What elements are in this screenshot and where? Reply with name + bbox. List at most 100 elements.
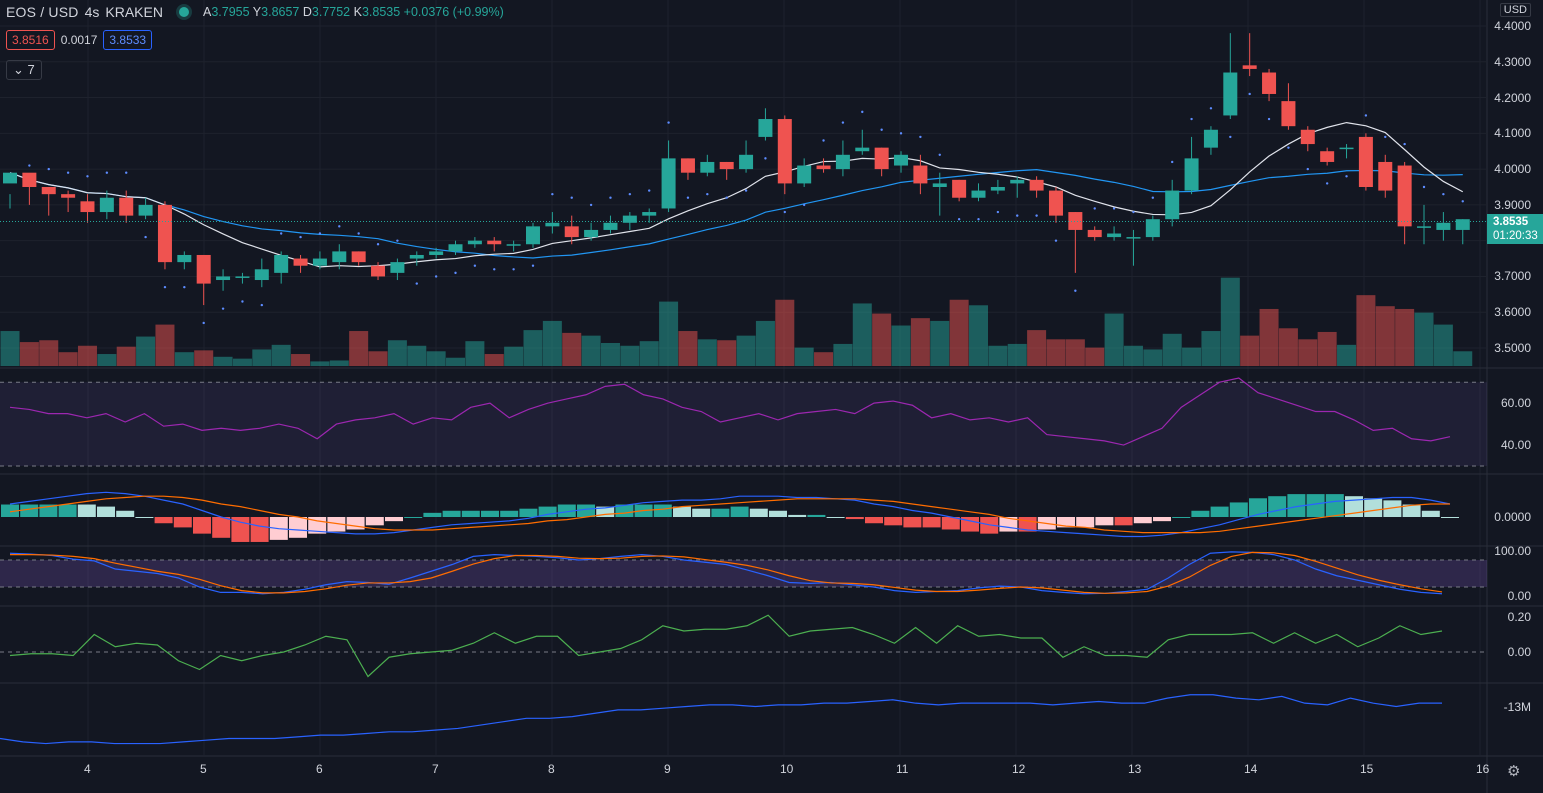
volume-bar — [484, 354, 504, 366]
sar-dot — [977, 218, 980, 221]
macd-histogram-bar — [865, 517, 883, 524]
sar-dot — [1461, 200, 1464, 203]
sar-dot — [802, 203, 806, 207]
volume-bar — [271, 344, 291, 366]
candle-body — [506, 244, 521, 246]
candle-body — [1048, 190, 1063, 216]
macd-histogram-bar — [1268, 496, 1287, 517]
sar-dot — [183, 285, 186, 289]
symbol-header[interactable]: EOS / USD 4s KRAKEN A3.7955 Y3.8657 D3.7… — [6, 4, 504, 20]
volume-bar — [755, 320, 775, 366]
symbol-name[interactable]: EOS / USD — [6, 4, 79, 20]
candle-body — [816, 165, 831, 170]
sar-dot — [86, 175, 89, 178]
sar-dot — [1345, 175, 1348, 178]
stoch-axis-label: 100.00 — [1494, 544, 1531, 558]
macd-histogram-bar — [1210, 506, 1229, 517]
volume-bar — [949, 299, 969, 366]
indicators-collapse-button[interactable]: ⌄ 7 — [6, 60, 42, 80]
candle-body — [680, 158, 695, 173]
candle-body — [564, 226, 579, 238]
volume-bar — [678, 331, 698, 366]
candle-body — [584, 229, 599, 238]
sar-dot — [1035, 214, 1038, 217]
settings-gear-icon[interactable]: ⚙ — [1507, 763, 1521, 780]
candle-body — [254, 269, 269, 281]
volume-bar — [814, 352, 834, 366]
sar-dot — [1112, 207, 1116, 210]
macd-histogram-bar — [557, 504, 576, 517]
sar-dot — [1229, 135, 1232, 139]
ma-fast-line — [9, 121, 1464, 268]
candle-body — [99, 197, 114, 213]
sar-dot — [744, 189, 748, 192]
time-axis-label: 8 — [548, 762, 555, 776]
price-axis-label: 4.2000 — [1494, 90, 1531, 105]
price-axis-label: 3.6000 — [1494, 305, 1531, 320]
sar-dot — [338, 225, 341, 228]
macd-histogram-bar — [903, 517, 922, 528]
sar-dot — [415, 282, 418, 285]
candle-body — [1417, 226, 1432, 228]
buy-sell-panel: 3.8516 0.0017 3.8533 — [6, 30, 153, 50]
price-axis-label: 4.3000 — [1494, 54, 1531, 69]
volume-bar — [58, 352, 78, 366]
macd-histogram-bar — [404, 517, 423, 518]
time-axis-label: 7 — [432, 762, 439, 776]
candle-body — [1358, 136, 1373, 187]
macd-histogram-bar — [1287, 494, 1306, 517]
osc-line — [9, 614, 1443, 678]
sar-dot — [1267, 117, 1271, 121]
volume-bar — [1162, 333, 1182, 366]
candle-body — [312, 258, 327, 266]
candle-body — [642, 212, 657, 216]
candle-body — [758, 119, 773, 137]
chevron-down-icon: ⌄ — [13, 62, 24, 77]
candle-body — [1300, 129, 1315, 145]
macd-histogram-bar — [1114, 517, 1133, 526]
time-axis-label: 14 — [1244, 762, 1258, 776]
sar-dot — [1016, 214, 1019, 217]
time-axis-label: 12 — [1012, 762, 1026, 776]
sar-dot — [144, 235, 147, 239]
volume-bar — [1046, 339, 1066, 366]
candle-body — [932, 183, 947, 187]
price-axis-label: 4.1000 — [1494, 126, 1531, 141]
candle-body — [332, 251, 347, 263]
sar-dot — [357, 232, 360, 235]
ohlc-values: A3.7955 Y3.8657 D3.7752 K3.8535 +0.0376 … — [202, 5, 504, 19]
volume-bar — [1298, 339, 1318, 366]
sar-dot — [434, 275, 438, 278]
candle-body — [119, 197, 134, 216]
interval-label[interactable]: 4s — [84, 4, 100, 20]
volume-bar — [659, 301, 679, 366]
sar-dot — [1151, 196, 1155, 199]
sar-dot — [299, 235, 302, 239]
currency-label[interactable]: USD — [1499, 3, 1531, 17]
volume-bar — [1123, 345, 1143, 366]
candle-body — [797, 165, 812, 184]
sar-dot — [686, 196, 690, 199]
buy-button[interactable]: 3.8533 — [103, 30, 153, 50]
sell-button[interactable]: 3.8516 — [6, 30, 55, 50]
candle-body — [448, 244, 463, 252]
candle-body — [1223, 72, 1238, 116]
volume-bar — [1182, 347, 1202, 366]
macd-histogram-bar — [1153, 517, 1171, 522]
volume-bar — [116, 346, 136, 366]
macd-histogram-bar — [154, 517, 173, 524]
sar-dot — [1306, 167, 1309, 171]
candle-body — [990, 187, 1005, 191]
volume-bar — [562, 332, 582, 366]
sar-dot — [957, 218, 961, 221]
candle-body — [429, 251, 444, 255]
volume-bar — [1104, 313, 1124, 366]
macd-histogram-bar — [1325, 494, 1344, 517]
sar-dot — [880, 128, 883, 131]
price-axis-label: 3.9000 — [1494, 197, 1531, 212]
sar-dot — [1403, 142, 1406, 146]
obv-line — [0, 694, 1442, 745]
macd-histogram-bar — [1383, 500, 1402, 517]
ma-slow-line — [9, 169, 1463, 259]
